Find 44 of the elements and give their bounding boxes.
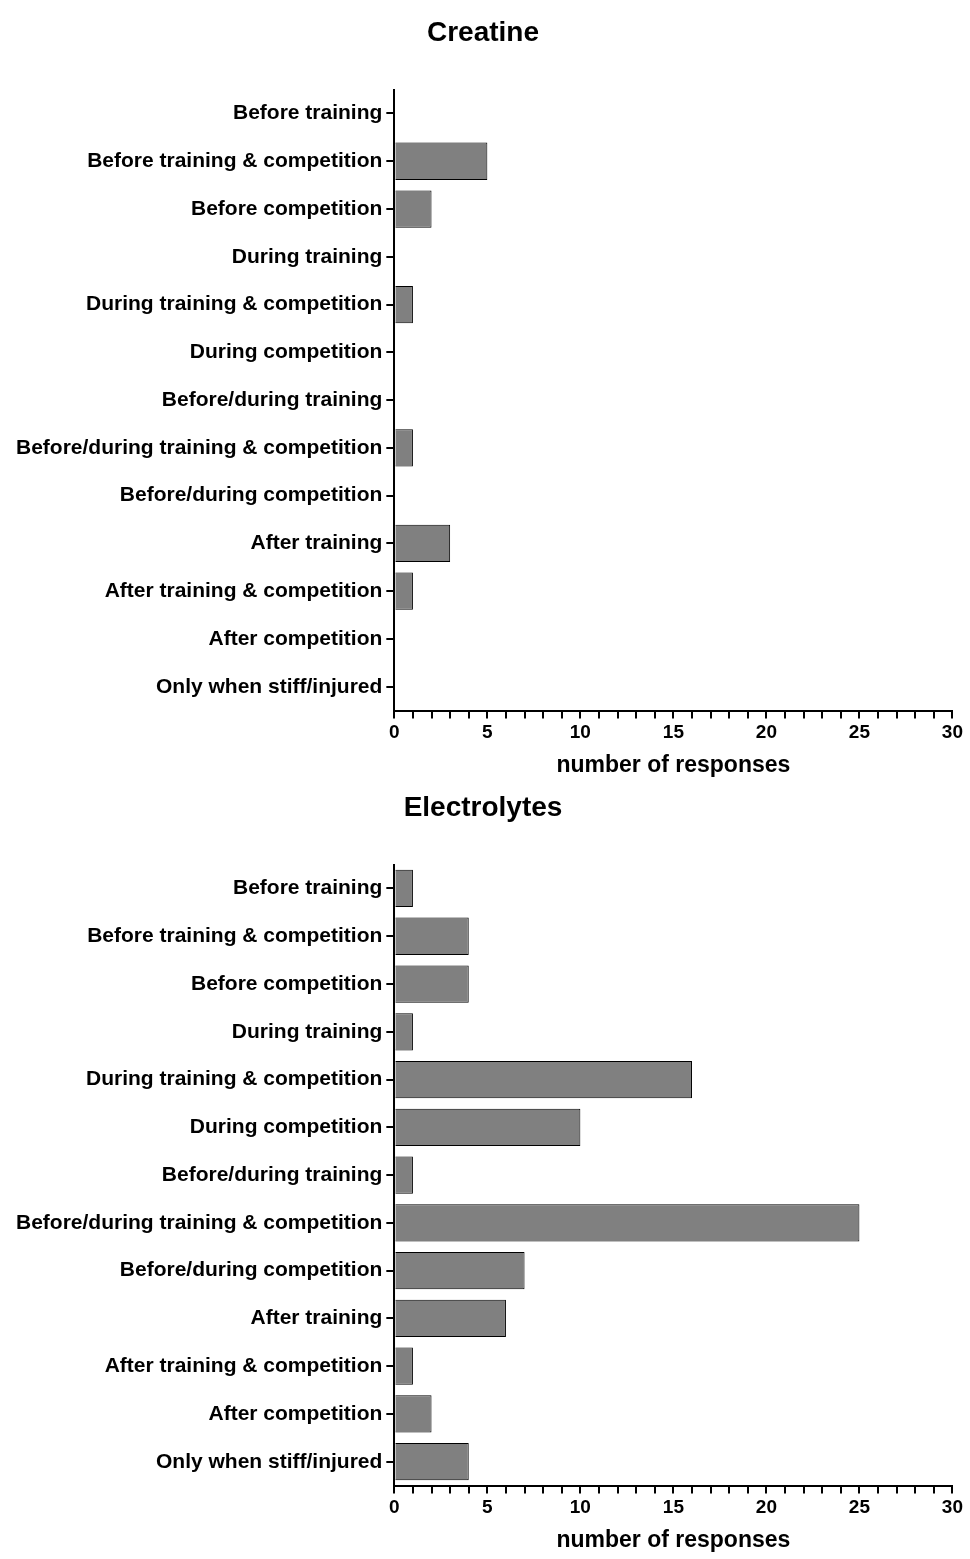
y-tick-label: During competition [189, 1114, 383, 1138]
y-tick-label: Before/during training [161, 386, 383, 410]
y-tick-label: Only when stiff/injured [155, 673, 383, 697]
y-tick-label: During training [231, 243, 383, 267]
chart-title: Creatine [426, 15, 540, 47]
y-tick-label: Before/during training & competition [15, 1209, 383, 1233]
x-tick-label: 15 [662, 721, 685, 743]
x-tick-label: 5 [482, 721, 494, 743]
x-axis-title: number of responses [556, 1525, 791, 1552]
y-tick-label: Before/during training [161, 1161, 383, 1185]
y-tick-label: Before/during competition [119, 482, 383, 506]
y-tick-label: After training & competition [104, 577, 383, 601]
x-tick-label: 30 [941, 721, 963, 743]
x-tick-label: 10 [569, 1496, 591, 1518]
y-tick-label: Before training & competition [87, 923, 383, 947]
y-tick-label: Before competition [190, 970, 383, 994]
x-tick-label: 25 [848, 721, 871, 743]
y-tick-label: Before training [232, 875, 383, 899]
x-tick-label: 0 [389, 1496, 400, 1518]
x-tick-label: 5 [482, 1496, 494, 1518]
x-tick-label: 15 [662, 1496, 685, 1518]
y-tick-label: After competition [208, 1400, 383, 1424]
y-tick-label: During competition [189, 339, 383, 363]
y-tick-label: After training [250, 1305, 383, 1329]
x-tick-label: 20 [755, 1496, 777, 1518]
x-tick-label: 10 [569, 721, 591, 743]
x-tick-label: 0 [389, 721, 400, 743]
y-tick-label: After competition [208, 625, 383, 649]
y-tick-label: Before/during competition [119, 1257, 383, 1281]
y-tick-label: Before training [232, 100, 383, 124]
x-axis-title: number of responses [556, 750, 791, 777]
y-tick-label: Before training & competition [87, 148, 383, 172]
y-tick-label: After training [250, 530, 383, 554]
x-tick-label: 30 [941, 1496, 963, 1518]
y-tick-label: Before competition [190, 195, 383, 219]
y-tick-label: Only when stiff/injured [155, 1448, 383, 1472]
chart-title: Electrolytes [403, 790, 563, 822]
y-tick-label: During training [231, 1018, 383, 1042]
y-tick-label: After training & competition [104, 1352, 383, 1376]
x-tick-label: 20 [755, 721, 777, 743]
x-tick-label: 25 [848, 1496, 871, 1518]
y-tick-label: Before/during training & competition [15, 434, 383, 458]
y-tick-label: During training & competition [86, 291, 383, 315]
y-tick-label: During training & competition [86, 1066, 383, 1090]
